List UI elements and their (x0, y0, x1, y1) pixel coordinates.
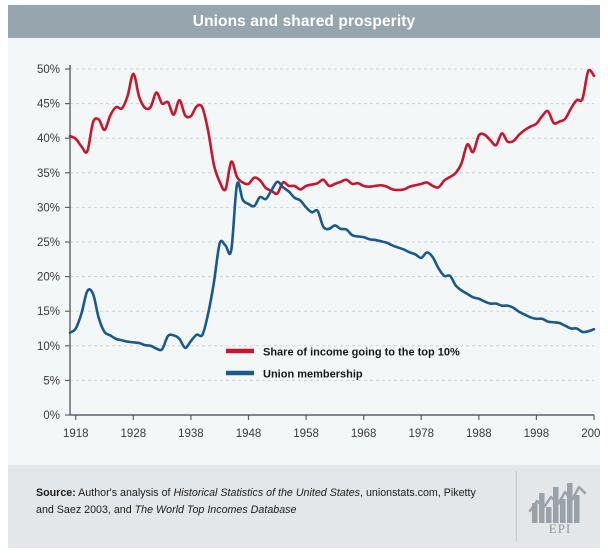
x-axis-labels-group: 1918 1928 1938 1948 1958 1968 1978 1988 1998 2008 (63, 428, 600, 440)
y-tick-label: 10% (37, 341, 60, 353)
legend-label-1: Share of income going to the top 10% (263, 347, 460, 359)
series-line-2 (68, 180, 596, 352)
series-line-1 (68, 68, 596, 196)
x-tick-label: 1998 (524, 428, 550, 440)
data-series-group (68, 68, 596, 352)
legend-label-2: Union membership (263, 369, 363, 381)
y-tick-label: 0% (43, 410, 60, 422)
y-tick-label: 5% (43, 375, 60, 387)
gridlines-group (70, 68, 594, 381)
x-tick-label: 1968 (351, 428, 377, 440)
source-note: Source: Author's analysis of Historical … (36, 485, 476, 518)
y-axis-labels-group: 0% 5% 10% 15% 20% 25% 30% 35% 40% 45% 50% (37, 64, 60, 422)
x-tick-label: 1928 (121, 428, 147, 440)
source-text-2: , unionstats.com, Piketty and Saez 2003,… (36, 487, 476, 516)
footer-divider (516, 471, 517, 542)
x-tick-label: 1978 (408, 428, 434, 440)
x-tick-label: 1958 (293, 428, 319, 440)
y-axis-ticks-group (65, 68, 70, 416)
epi-wordmark: EPI (548, 521, 572, 536)
x-tick-label: 2008 (581, 428, 600, 440)
y-tick-label: 35% (37, 168, 60, 180)
x-tick-label: 1988 (466, 428, 492, 440)
y-tick-label: 25% (37, 237, 60, 249)
chart-footer: Source: Author's analysis of Historical … (8, 465, 600, 548)
y-tick-label: 50% (37, 64, 60, 76)
source-text-1: Author's analysis of (75, 487, 174, 499)
page-title: Unions and shared prosperity (192, 12, 416, 30)
source-label: Source: (36, 487, 76, 499)
chart-plot-area: 0% 5% 10% 15% 20% 25% 30% 35% 40% 45% 50% 1918 1928… (8, 38, 600, 465)
chart-legend: Share of income going to the top 10% Unio… (226, 347, 460, 381)
line-chart-svg: 0% 5% 10% 15% 20% 25% 30% 35% 40% 45% 50% 1918 1928… (37, 64, 600, 440)
y-tick-label: 45% (37, 99, 60, 111)
x-tick-label: 1938 (178, 428, 204, 440)
chart-title-bar: Unions and shared prosperity (8, 5, 600, 38)
y-tick-label: 30% (37, 202, 60, 214)
y-tick-label: 20% (37, 272, 60, 284)
y-tick-label: 40% (37, 133, 60, 145)
epi-logo-icon (528, 483, 587, 523)
y-tick-label: 15% (37, 306, 60, 318)
x-axis-ticks-group (75, 415, 595, 420)
source-italic-2: The World Top Incomes Database (134, 503, 297, 516)
x-tick-label: 1948 (236, 428, 262, 440)
x-tick-label: 1918 (63, 428, 89, 440)
source-italic-1: Historical Statistics of the United Stat… (173, 487, 360, 499)
